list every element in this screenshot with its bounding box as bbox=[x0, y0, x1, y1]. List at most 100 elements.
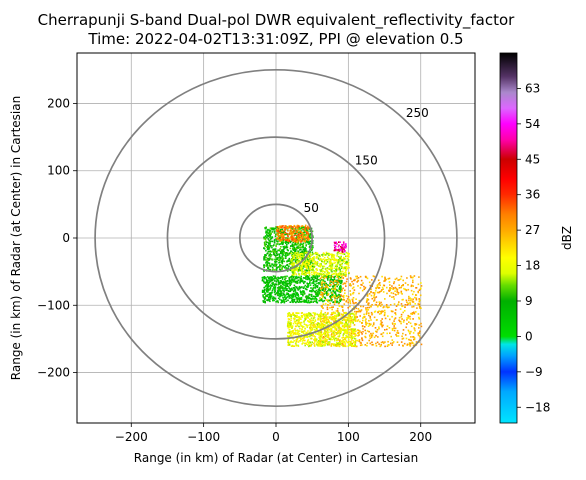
echo-pixel bbox=[294, 239, 296, 242]
echo-pixel bbox=[365, 318, 367, 320]
echo-pixel bbox=[273, 287, 276, 290]
echo-pixel bbox=[377, 305, 379, 308]
echo-pixel bbox=[400, 292, 403, 294]
echo-pixel bbox=[284, 282, 287, 285]
echo-pixel bbox=[297, 341, 300, 343]
echo-pixel bbox=[314, 287, 317, 289]
echo-pixel bbox=[327, 259, 330, 261]
echo-pixel bbox=[308, 262, 311, 265]
echo-pixel bbox=[365, 307, 367, 309]
echo-pixel bbox=[288, 326, 290, 329]
echo-pixel bbox=[330, 330, 332, 333]
echo-pixel bbox=[281, 233, 283, 235]
echo-pixel bbox=[348, 317, 350, 320]
echo-pixel bbox=[307, 330, 309, 332]
echo-pixel bbox=[271, 282, 273, 284]
echo-pixel bbox=[309, 323, 311, 326]
echo-pixel bbox=[290, 233, 292, 236]
echo-pixel bbox=[391, 329, 394, 331]
echo-pixel bbox=[411, 342, 414, 344]
echo-pixel bbox=[296, 298, 299, 300]
echo-pixel bbox=[338, 289, 340, 292]
echo-pixel bbox=[378, 301, 381, 303]
echo-pixel bbox=[339, 286, 341, 288]
echo-pixel bbox=[289, 341, 292, 343]
echo-pixel bbox=[418, 327, 420, 329]
colorbar-tick-label: 18 bbox=[525, 259, 540, 273]
echo-pixel bbox=[291, 236, 294, 239]
echo-pixel bbox=[265, 261, 268, 263]
echo-pixel bbox=[265, 246, 268, 248]
echo-pixel bbox=[300, 277, 303, 280]
echo-pixel bbox=[280, 237, 283, 239]
x-tick-label: −100 bbox=[187, 430, 220, 444]
echo-pixel bbox=[335, 317, 338, 319]
echo-pixel bbox=[282, 240, 284, 242]
echo-pixel bbox=[343, 341, 346, 344]
echo-pixel bbox=[268, 254, 270, 256]
echo-pixel bbox=[401, 285, 403, 287]
echo-pixel bbox=[298, 256, 301, 259]
echo-pixel bbox=[334, 245, 337, 247]
echo-pixel bbox=[369, 337, 371, 340]
echo-pixel bbox=[283, 260, 286, 263]
echo-pixel bbox=[322, 270, 324, 272]
echo-pixel bbox=[339, 248, 341, 251]
echo-pixel bbox=[375, 342, 377, 345]
echo-pixel bbox=[285, 257, 287, 259]
echo-pixel bbox=[331, 312, 333, 315]
echo-pixel bbox=[295, 325, 297, 328]
echo-pixel bbox=[336, 323, 339, 325]
echo-pixel bbox=[291, 331, 293, 333]
echo-pixel bbox=[326, 318, 329, 321]
echo-pixel bbox=[342, 244, 344, 247]
echo-pixel bbox=[383, 309, 386, 312]
echo-pixel bbox=[380, 322, 382, 324]
echo-pixel bbox=[293, 244, 295, 246]
echo-pixel bbox=[325, 331, 327, 333]
echo-pixel bbox=[303, 301, 306, 303]
echo-pixel bbox=[329, 323, 331, 325]
echo-pixel bbox=[323, 320, 325, 323]
echo-pixel bbox=[413, 290, 415, 293]
echo-pixel bbox=[338, 325, 340, 328]
echo-pixel bbox=[352, 330, 354, 333]
echo-pixel bbox=[290, 325, 292, 328]
echo-pixel bbox=[341, 337, 343, 339]
echo-pixel bbox=[341, 322, 343, 325]
echo-pixel bbox=[332, 331, 334, 333]
echo-pixel bbox=[324, 315, 327, 317]
echo-pixel bbox=[394, 327, 397, 330]
echo-pixel bbox=[381, 286, 384, 289]
echo-pixel bbox=[347, 306, 349, 309]
echo-pixel bbox=[307, 265, 310, 268]
echo-pixel bbox=[301, 232, 304, 235]
echo-pixel bbox=[406, 319, 408, 321]
echo-pixel bbox=[322, 289, 324, 292]
echo-pixel bbox=[330, 306, 333, 309]
echo-pixel bbox=[303, 226, 305, 229]
echo-pixel bbox=[281, 256, 283, 258]
echo-pixel bbox=[327, 289, 329, 292]
echo-pixel bbox=[266, 287, 269, 289]
echo-pixel bbox=[339, 297, 342, 300]
echo-pixel bbox=[265, 262, 267, 264]
echo-pixel bbox=[297, 330, 299, 332]
echo-pixel bbox=[344, 270, 347, 272]
echo-pixel bbox=[369, 315, 371, 318]
echo-pixel bbox=[358, 339, 361, 341]
echo-pixel bbox=[313, 344, 316, 346]
echo-pixel bbox=[349, 284, 352, 287]
echo-pixel bbox=[261, 279, 264, 282]
echo-pixel bbox=[270, 228, 273, 231]
echo-pixel bbox=[343, 282, 346, 284]
echo-pixel bbox=[284, 240, 287, 243]
echo-pixel bbox=[324, 267, 327, 270]
echo-pixel bbox=[350, 332, 353, 335]
echo-pixel bbox=[302, 239, 305, 242]
echo-pixel bbox=[333, 278, 336, 280]
echo-pixel bbox=[299, 282, 301, 284]
echo-pixel bbox=[307, 232, 309, 234]
echo-pixel bbox=[334, 328, 337, 331]
echo-pixel bbox=[292, 226, 295, 228]
